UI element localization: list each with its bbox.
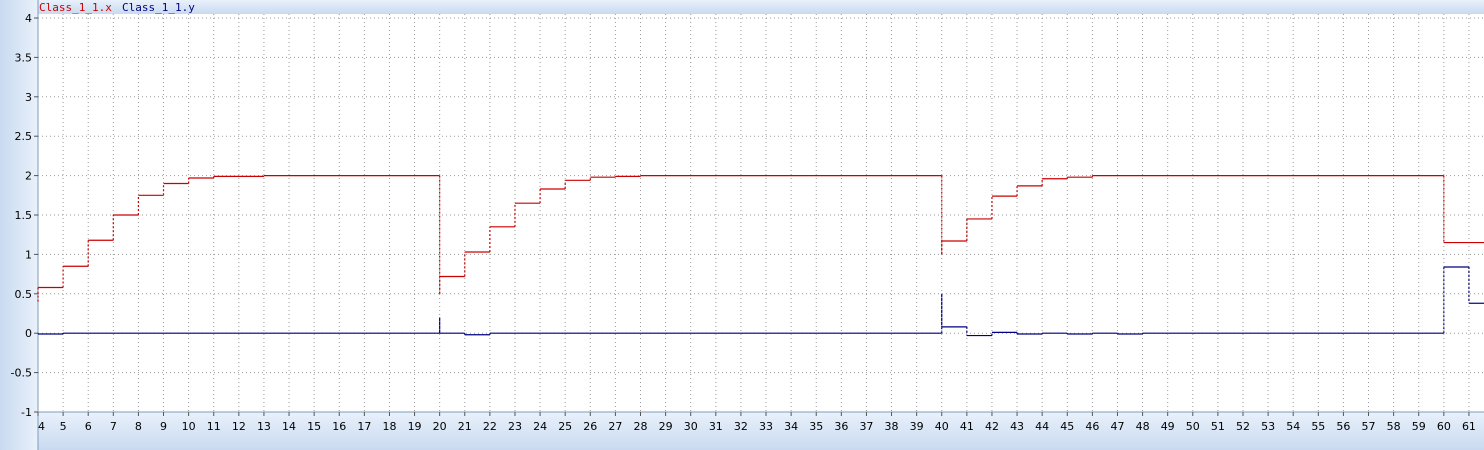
x-tick-label: 60 [1437,420,1451,433]
x-tick-label: 49 [1161,420,1175,433]
x-tick-label: 24 [533,420,547,433]
plot-area [38,14,1484,412]
x-tick-label: 52 [1236,420,1250,433]
x-tick-label: 30 [684,420,698,433]
x-tick-label: 59 [1412,420,1426,433]
y-tick-label: 2 [25,170,32,183]
x-tick-label: 51 [1211,420,1225,433]
x-tick-label: 39 [910,420,924,433]
x-tick-label: 22 [483,420,497,433]
x-tick-label: 50 [1186,420,1200,433]
x-tick-label: 44 [1035,420,1049,433]
x-tick-label: 57 [1362,420,1376,433]
x-tick-label: 5 [60,420,67,433]
y-tick-label: 0 [25,327,32,340]
x-tick-label: 13 [257,420,271,433]
x-tick-label: 8 [135,420,142,433]
legend-item-class-1-1-y: Class_1_1.y [122,1,195,14]
x-tick-label: 42 [985,420,999,433]
y-tick-label: 3.5 [15,51,33,64]
x-tick-label: 7 [110,420,117,433]
x-tick-label: 53 [1261,420,1275,433]
x-tick-label: 15 [307,420,321,433]
series-class-1-1-x [37,175,1484,302]
x-tick-label: 20 [433,420,447,433]
x-tick-label: 27 [608,420,622,433]
x-tick-label: 38 [885,420,899,433]
x-tick-label: 55 [1311,420,1325,433]
y-tick-label: -1 [21,406,32,419]
series-layer [37,175,1484,337]
x-tick-label: 6 [85,420,92,433]
y-tick-label: 0.5 [15,288,33,301]
x-tick-label: 17 [357,420,371,433]
x-tick-label: 25 [558,420,572,433]
x-tick-label: 54 [1286,420,1300,433]
x-tick-label: 61 [1462,420,1476,433]
x-tick-label: 56 [1336,420,1350,433]
legend-bar [38,0,1484,14]
x-tick-label: 31 [709,420,723,433]
x-tick-label: 48 [1136,420,1150,433]
x-tick-label: 36 [834,420,848,433]
x-tick-label: 14 [282,420,296,433]
x-tick-label: 9 [160,420,167,433]
y-tick-label: 1.5 [15,209,33,222]
x-tick-label: 32 [734,420,748,433]
x-tick-label: 34 [784,420,798,433]
x-tick-label: 41 [960,420,974,433]
x-tick-label: 23 [508,420,522,433]
y-tick-label: 4 [25,12,32,25]
x-tick-label: 43 [1010,420,1024,433]
x-tick-label: 47 [1110,420,1124,433]
x-tick-label: 58 [1387,420,1401,433]
x-tick-label: 4 [38,420,45,433]
x-tick-label: 26 [583,420,597,433]
x-tick-labels: 4 5 6 7 8 9 10 11 12 13 14 15 16 17 18 19 20 21 22 23 24 25 26… [37,412,1476,433]
x-tick-label: 11 [207,420,221,433]
x-tick-label: 46 [1085,420,1099,433]
series-class-1-1-y [37,266,1484,337]
y-axis-panel [0,0,38,450]
x-tick-label: 37 [859,420,873,433]
x-tick-label: 33 [759,420,773,433]
x-tick-label: 10 [182,420,196,433]
legend: Class_1_1.x Class_1_1.y [39,1,195,14]
x-tick-label: 28 [634,420,648,433]
y-tick-label: 2.5 [15,130,33,143]
x-tick-label: 29 [659,420,673,433]
x-tick-label: 40 [935,420,949,433]
x-axis-panel [38,412,1484,450]
legend-item-class-1-1-x: Class_1_1.x [39,1,112,14]
y-tick-label: -0.5 [11,367,32,380]
y-tick-label: 3 [25,91,32,104]
x-tick-label: 16 [332,420,346,433]
x-tick-label: 35 [809,420,823,433]
x-tick-label: 21 [458,420,472,433]
y-tick-label: 1 [25,248,32,261]
y-tick-labels: 4 3.5 3 2.5 2 1.5 1 0.5 0 -0.5 -1 [11,12,38,419]
x-tick-label: 12 [232,420,246,433]
x-tick-label: 19 [408,420,422,433]
x-tick-label: 45 [1060,420,1074,433]
x-tick-label: 18 [382,420,396,433]
